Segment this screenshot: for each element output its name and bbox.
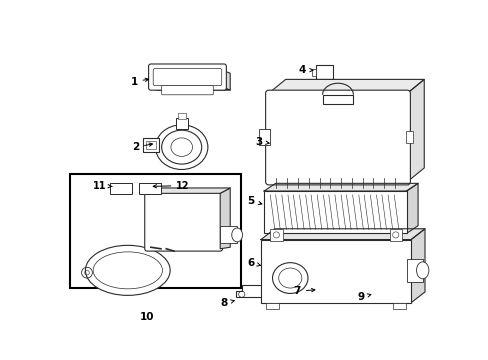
Bar [139, 183, 161, 194]
Polygon shape [151, 88, 230, 90]
Bar [322, 95, 353, 104]
Bar [70, 174, 241, 288]
Ellipse shape [278, 268, 301, 288]
Text: 8: 8 [220, 298, 234, 309]
Ellipse shape [322, 283, 333, 293]
Bar [264, 191, 406, 233]
Bar [374, 276, 385, 285]
Text: 12: 12 [153, 181, 189, 191]
Polygon shape [224, 71, 230, 90]
Text: 11: 11 [93, 181, 112, 191]
Text: 2: 2 [132, 142, 152, 152]
Bar [389, 229, 401, 241]
Polygon shape [406, 183, 417, 233]
Bar [220, 226, 237, 243]
Bar [316, 65, 333, 78]
Polygon shape [147, 188, 230, 193]
Ellipse shape [155, 125, 207, 170]
Bar [270, 229, 282, 241]
Text: 10: 10 [140, 312, 154, 322]
Ellipse shape [162, 130, 202, 164]
Text: 7: 7 [293, 286, 314, 296]
Bar [146, 141, 155, 149]
Bar [261, 239, 410, 303]
Bar [407, 259, 422, 282]
Polygon shape [220, 188, 230, 249]
Ellipse shape [416, 262, 428, 279]
Bar [316, 78, 333, 86]
Ellipse shape [85, 245, 170, 295]
Bar [405, 131, 413, 143]
Ellipse shape [317, 280, 337, 297]
Ellipse shape [272, 263, 307, 293]
Bar [175, 118, 187, 129]
FancyBboxPatch shape [265, 90, 409, 185]
Ellipse shape [231, 228, 242, 242]
Bar [311, 69, 316, 76]
Bar [320, 84, 329, 90]
Bar [143, 138, 158, 152]
Text: 9: 9 [357, 292, 370, 302]
Polygon shape [261, 229, 424, 239]
Text: 5: 5 [247, 196, 262, 206]
Polygon shape [268, 80, 424, 93]
Bar [259, 130, 270, 145]
FancyBboxPatch shape [162, 86, 213, 95]
Text: 1: 1 [130, 77, 148, 87]
FancyBboxPatch shape [148, 64, 226, 90]
Bar [110, 183, 131, 194]
Polygon shape [264, 183, 417, 191]
Bar [266, 303, 278, 309]
FancyBboxPatch shape [144, 191, 222, 251]
Text: 6: 6 [247, 258, 260, 267]
Bar [178, 113, 185, 120]
Text: 3: 3 [255, 137, 268, 147]
Polygon shape [410, 229, 424, 303]
Ellipse shape [171, 138, 192, 156]
Bar [371, 283, 393, 299]
Bar [393, 303, 405, 309]
Polygon shape [235, 285, 277, 297]
Polygon shape [407, 80, 424, 182]
Text: 4: 4 [298, 65, 312, 75]
